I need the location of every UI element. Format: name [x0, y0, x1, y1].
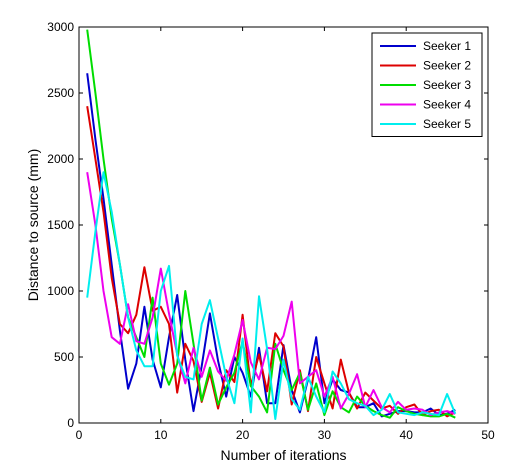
legend-label: Seeker 5: [423, 117, 471, 131]
x-tick-label: 20: [236, 428, 250, 442]
y-tick-label: 1000: [47, 284, 74, 298]
x-tick-label: 50: [481, 428, 495, 442]
y-tick-label: 0: [67, 416, 74, 430]
x-tick-label: 0: [76, 428, 83, 442]
x-tick-label: 30: [318, 428, 332, 442]
x-tick-label: 40: [400, 428, 414, 442]
y-tick-label: 2000: [47, 152, 74, 166]
series-line-seeker-5: [86, 171, 457, 420]
legend-label: Seeker 3: [423, 78, 471, 92]
legend-label: Seeker 2: [423, 59, 471, 73]
series-line-seeker-4: [86, 172, 456, 417]
y-tick-label: 500: [54, 350, 74, 364]
legend: Seeker 1 Seeker 2 Seeker 3 Seeker 4 Seeker 5: [371, 32, 483, 137]
y-tick-label: 3000: [47, 20, 74, 34]
series-line-seeker-2: [86, 106, 456, 418]
x-tick-label: 10: [154, 428, 168, 442]
series-layer: [86, 29, 457, 420]
y-axis-label: Distance to source (mm): [25, 149, 41, 301]
y-tick-label: 1500: [47, 218, 74, 232]
x-axis-label: Number of iterations: [220, 447, 346, 463]
y-tick-label: 2500: [47, 86, 74, 100]
legend-label: Seeker 4: [423, 98, 471, 112]
legend-label: Seeker 1: [423, 39, 471, 53]
